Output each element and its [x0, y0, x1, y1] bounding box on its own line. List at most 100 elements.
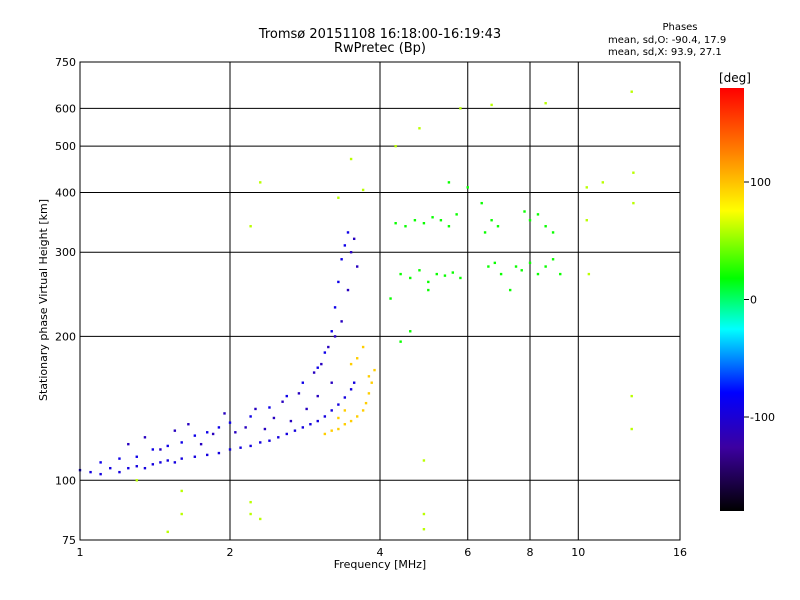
- colorbar: [720, 88, 744, 511]
- data-point: [459, 276, 462, 280]
- data-point: [459, 107, 462, 110]
- data-point: [327, 345, 330, 349]
- x-tick-label: 4: [377, 546, 384, 559]
- data-point: [443, 274, 447, 277]
- chart-points: [78, 90, 635, 534]
- data-point: [337, 403, 340, 406]
- data-point: [127, 442, 130, 446]
- data-point: [228, 421, 232, 424]
- x-tick-label: 16: [673, 546, 687, 559]
- y-tick-label: 600: [55, 102, 76, 115]
- data-point: [346, 288, 350, 292]
- data-point: [118, 470, 121, 474]
- data-point: [180, 441, 183, 444]
- data-point: [630, 427, 633, 431]
- data-point: [528, 261, 532, 265]
- data-point: [272, 416, 276, 420]
- x-axis-label: Frequency [MHz]: [334, 558, 426, 571]
- data-point: [316, 394, 319, 398]
- data-point: [340, 258, 343, 261]
- chart-ticks: 1 2 4 6 8 10 16 75 100 200 300 400 500 600 750: [55, 56, 687, 559]
- y-tick-label: 100: [55, 474, 76, 487]
- colorbar-tick-label: 0: [750, 294, 757, 307]
- data-point: [536, 272, 540, 276]
- data-point: [99, 461, 102, 464]
- data-point: [135, 479, 138, 482]
- y-tick-label: 500: [55, 140, 76, 153]
- data-point: [323, 432, 327, 436]
- data-point: [217, 451, 221, 455]
- data-point: [281, 400, 284, 403]
- data-point: [587, 272, 591, 276]
- data-point: [330, 381, 333, 384]
- data-point: [585, 186, 588, 189]
- data-point: [418, 127, 421, 130]
- data-point: [187, 423, 190, 426]
- data-point: [180, 489, 183, 493]
- data-point: [305, 407, 308, 411]
- data-point: [143, 466, 147, 470]
- data-point: [330, 409, 333, 412]
- data-point: [349, 419, 353, 423]
- chart-subtitle: RwPretec (Bp): [333, 41, 427, 56]
- data-point: [422, 528, 426, 531]
- data-point: [151, 463, 155, 466]
- data-point: [234, 431, 237, 434]
- data-point: [277, 436, 280, 439]
- colorbar-ticks: 100 0 -100: [744, 176, 775, 424]
- x-tick-label: 6: [464, 546, 471, 559]
- data-point: [343, 423, 347, 426]
- data-point: [151, 448, 155, 451]
- data-point: [337, 416, 340, 420]
- chart-grid: [80, 62, 680, 540]
- data-point: [483, 231, 487, 234]
- phases-stats-o: mean, sd,O: -90.4, 17.9: [608, 35, 727, 46]
- data-point: [413, 219, 417, 222]
- colorbar-tick-label: -100: [750, 411, 775, 424]
- data-point: [249, 225, 252, 228]
- x-tick-label: 8: [527, 546, 534, 559]
- data-point: [285, 432, 288, 436]
- data-point: [508, 288, 512, 292]
- data-point: [320, 362, 323, 366]
- y-tick-label: 75: [62, 534, 76, 547]
- data-point: [323, 415, 327, 418]
- data-point: [254, 407, 257, 411]
- data-point: [323, 351, 327, 354]
- data-point: [514, 265, 518, 268]
- data-point: [409, 330, 412, 333]
- data-point: [373, 368, 376, 372]
- data-point: [585, 219, 588, 222]
- data-point: [399, 272, 402, 276]
- data-point: [544, 101, 547, 105]
- data-point: [316, 419, 319, 423]
- data-point: [355, 415, 359, 418]
- data-point: [135, 465, 138, 468]
- data-point: [193, 434, 197, 437]
- data-point: [490, 103, 493, 107]
- data-point: [143, 436, 147, 439]
- data-point: [180, 512, 183, 516]
- data-point: [409, 276, 412, 280]
- data-point: [135, 455, 138, 458]
- data-point: [370, 381, 373, 384]
- data-point: [340, 320, 343, 323]
- colorbar-label: [deg]: [719, 71, 751, 85]
- data-point: [451, 271, 455, 274]
- y-tick-label: 400: [55, 186, 76, 199]
- data-point: [499, 272, 503, 276]
- data-point: [399, 340, 402, 343]
- data-point: [361, 345, 365, 349]
- data-point: [431, 216, 434, 219]
- data-point: [349, 388, 353, 391]
- data-point: [244, 426, 247, 429]
- data-point: [528, 219, 532, 222]
- data-point: [89, 470, 92, 474]
- data-point: [394, 222, 397, 225]
- data-point: [127, 466, 130, 470]
- data-point: [205, 453, 209, 457]
- data-point: [309, 423, 312, 426]
- data-point: [343, 396, 347, 399]
- data-point: [312, 371, 316, 374]
